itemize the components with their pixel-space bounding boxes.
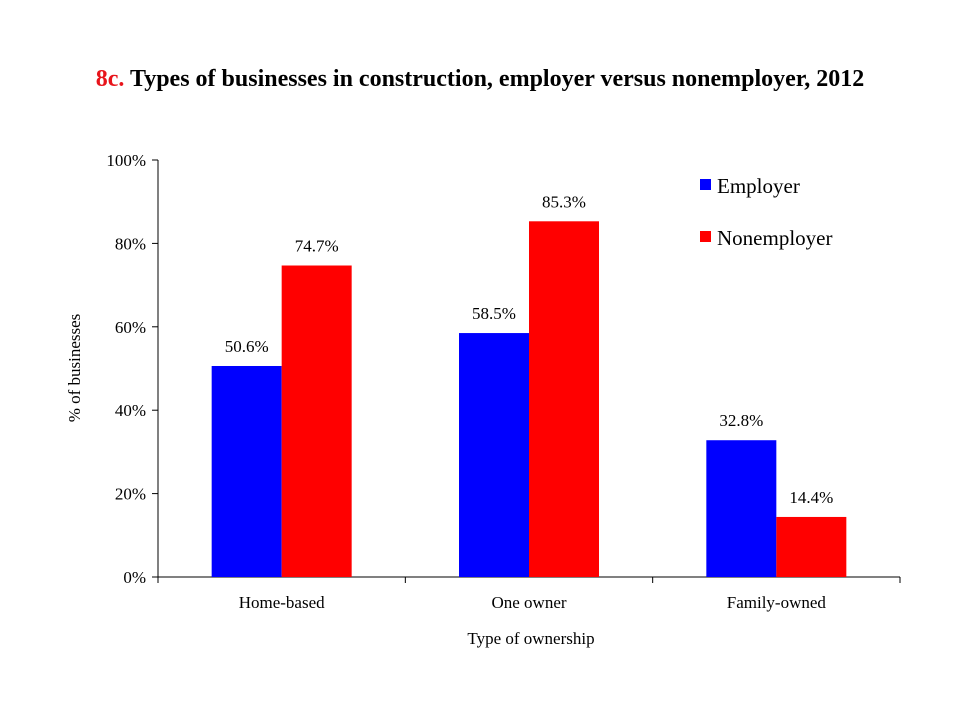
legend-swatch-nonemployer [700, 231, 711, 242]
data-label: 85.3% [542, 192, 586, 211]
bar-nonemployer-one-owner [529, 221, 599, 577]
bar-employer-home-based [211, 365, 282, 577]
bar-employer-one-owner [459, 333, 529, 577]
bar-nonemployer-home-based [281, 265, 352, 577]
y-tick-label: 20% [115, 485, 146, 504]
chart-title-prefix: 8c. [95, 66, 125, 92]
y-tick-label: 0% [123, 568, 146, 587]
x-axis-label: Type of ownership [467, 629, 594, 648]
data-label: 58.5% [472, 304, 516, 323]
y-axis: 0% 20% 40% 60% 80% 100% [106, 151, 159, 587]
chart-title-text: Types of businesses in construction, emp… [129, 66, 865, 92]
x-tick-label: Home-based [239, 593, 325, 612]
data-label: 14.4% [789, 488, 833, 507]
y-tick-label: 60% [115, 318, 146, 337]
data-label: 32.8% [719, 411, 763, 430]
x-axis: Home-based One owner Family-owned [157, 576, 901, 612]
y-tick-label: 80% [115, 234, 146, 253]
bar-nonemployer-family-owned [776, 516, 847, 577]
legend-label-employer: Employer [717, 174, 800, 198]
data-label: 50.6% [225, 337, 269, 356]
bar-employer-family-owned [706, 440, 777, 577]
legend: Employer Nonemployer [700, 174, 832, 250]
y-tick-label: 100% [106, 151, 146, 170]
chart-title: 8c. Types of businesses in construction,… [0, 66, 960, 93]
bars: 50.6% 74.7% 58.5% 85.3% 32.8% 14.4% [211, 192, 847, 577]
data-label: 74.7% [295, 237, 339, 256]
x-tick-label: Family-owned [727, 593, 827, 612]
y-axis-label: % of businesses [65, 314, 84, 423]
y-tick-label: 40% [115, 401, 146, 420]
x-tick-label: One owner [491, 593, 566, 612]
legend-label-nonemployer: Nonemployer [717, 226, 832, 250]
legend-swatch-employer [700, 179, 711, 190]
